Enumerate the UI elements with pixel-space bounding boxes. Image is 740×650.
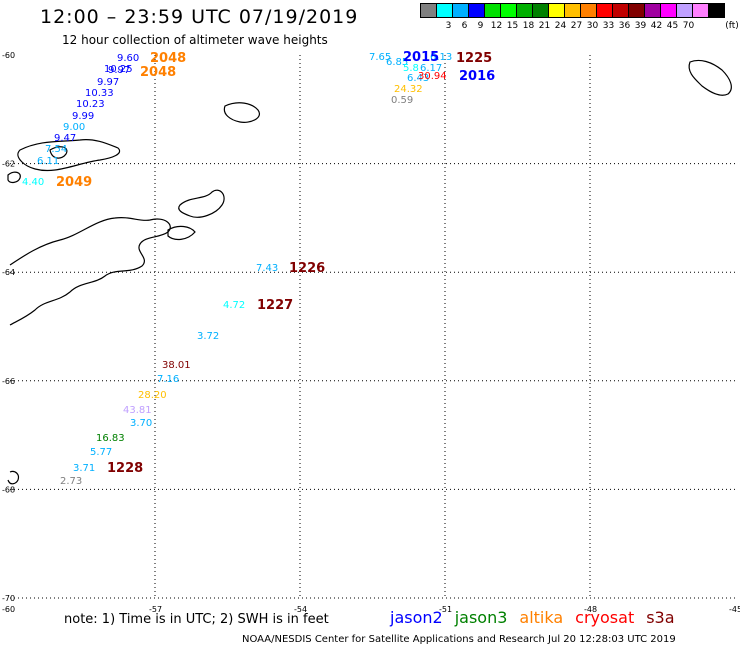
scale-label: 24 xyxy=(554,21,567,31)
lat-tick-label: -70 xyxy=(2,594,15,603)
wave-height-value: 5.77 xyxy=(90,447,112,458)
scale-label: 6 xyxy=(461,21,468,31)
legend-jason3: jason3 xyxy=(454,608,508,627)
wave-height-value: 4.72 xyxy=(223,300,245,311)
scale-label: 33 xyxy=(602,21,615,31)
scale-label: 42 xyxy=(650,21,663,31)
wave-height-value: 4.40 xyxy=(22,177,44,188)
pass-time-label: 1227 xyxy=(257,298,293,313)
pass-time-label: 1226 xyxy=(289,261,325,276)
lon-tick-label: -54 xyxy=(294,605,307,614)
axis-labels: -60 -62 -64 -66 -68 -70 -60 -57 -54 -51 -48 -45 xyxy=(2,51,740,614)
wave-height-value: 6.43 xyxy=(407,73,429,84)
pass-time-label: 2048 xyxy=(150,51,186,66)
scale-label: 18 xyxy=(522,21,535,31)
wave-height-value: 7.54 xyxy=(45,144,67,155)
lon-tick-label: -51 xyxy=(439,605,452,614)
scale-label: 36 xyxy=(618,21,631,31)
wave-height-value: 0.59 xyxy=(391,95,413,106)
scale-unit: (ft) xyxy=(725,21,739,31)
lat-tick-label: -60 xyxy=(2,51,15,60)
pass-time-label: 2015 xyxy=(403,50,439,65)
scale-label: 45 xyxy=(666,21,679,31)
note-text: note: 1) Time is in UTC; 2) SWH is in fe… xyxy=(64,612,329,627)
wave-height-value: 24.32 xyxy=(394,84,423,95)
wave-height-value: 7.65 xyxy=(369,52,391,63)
wave-height-value: 10.25 xyxy=(104,64,133,75)
wave-height-value: 7.16 xyxy=(157,374,179,385)
wave-height-value: 9.60 xyxy=(117,53,139,64)
pass-time-label: 1225 xyxy=(456,51,492,66)
scale-label: 21 xyxy=(538,21,551,31)
pass-time-label: 2048 xyxy=(140,65,176,80)
lon-tick-label: -45 xyxy=(729,605,740,614)
scale-label: 12 xyxy=(490,21,503,31)
lat-lon-grid xyxy=(10,55,735,599)
scale-swatch xyxy=(708,3,725,18)
data-points: 7.43 4.72 3.72 1226 1227 38.01 7.16 28.20 43.81 3… xyxy=(22,50,495,487)
wave-height-value: 9.97 xyxy=(97,77,119,88)
lon-tick-label: -60 xyxy=(2,605,15,614)
map-title: 12:00 – 23:59 UTC 07/19/2019 xyxy=(40,6,359,28)
lat-tick-label: -68 xyxy=(2,485,15,494)
lat-tick-label: -66 xyxy=(2,377,15,386)
wave-height-value: 5.8 xyxy=(403,63,419,74)
lat-tick-label: -64 xyxy=(2,268,15,277)
footer-credit: NOAA/NESDIS Center for Satellite Applica… xyxy=(242,634,676,645)
scale-label: 27 xyxy=(570,21,583,31)
wave-height-value: 9.97 xyxy=(108,65,130,76)
legend-altika: altika xyxy=(519,608,564,627)
wave-height-value: 2.73 xyxy=(60,476,82,487)
wave-height-value: 6.85 xyxy=(386,57,408,68)
legend-cryosat: cryosat xyxy=(575,608,635,627)
pass-time-label: 1228 xyxy=(107,461,143,476)
wave-height-value: 16.83 xyxy=(96,433,125,444)
scale-label: 30 xyxy=(586,21,599,31)
scale-label: 9 xyxy=(477,21,484,31)
satellite-legend: jason2 jason3 altika cryosat s3a xyxy=(390,608,687,627)
pass-time-label: 2016 xyxy=(459,69,495,84)
wave-height-value: 30.94 xyxy=(418,71,447,82)
coastline xyxy=(7,59,732,485)
pass-time-label: 2049 xyxy=(56,175,92,190)
wave-height-value: 38.01 xyxy=(162,360,191,371)
map-subtitle: 12 hour collection of altimeter wave hei… xyxy=(62,33,328,47)
wave-height-value: 10.33 xyxy=(85,88,114,99)
wave-height-value: 28.20 xyxy=(138,390,167,401)
wave-height-value: 3.72 xyxy=(197,331,219,342)
lon-tick-label: -57 xyxy=(149,605,162,614)
wave-height-value: 3.70 xyxy=(130,418,152,429)
scale-label: 3 xyxy=(445,21,452,31)
wave-height-value: 10.23 xyxy=(76,99,105,110)
legend-jason2: jason2 xyxy=(390,608,443,627)
lon-tick-label: -48 xyxy=(584,605,597,614)
wave-height-value: 3.71 xyxy=(73,463,95,474)
lat-tick-label: -62 xyxy=(2,160,15,169)
wave-height-value: 9.47 xyxy=(54,133,76,144)
wave-height-value: 6.13 xyxy=(430,52,452,63)
wave-height-value: 9.00 xyxy=(63,122,85,133)
scale-label: 39 xyxy=(634,21,647,31)
wave-height-value: 9.99 xyxy=(72,111,94,122)
scale-label: 70 xyxy=(682,21,695,31)
wave-height-value: 6.11 xyxy=(37,156,59,167)
scale-label: 15 xyxy=(506,21,519,31)
wave-height-value: 7.43 xyxy=(256,263,278,274)
legend-s3a: s3a xyxy=(646,608,675,627)
wave-height-value: 6.17 xyxy=(420,63,442,74)
wave-height-value: 43.81 xyxy=(123,405,152,416)
